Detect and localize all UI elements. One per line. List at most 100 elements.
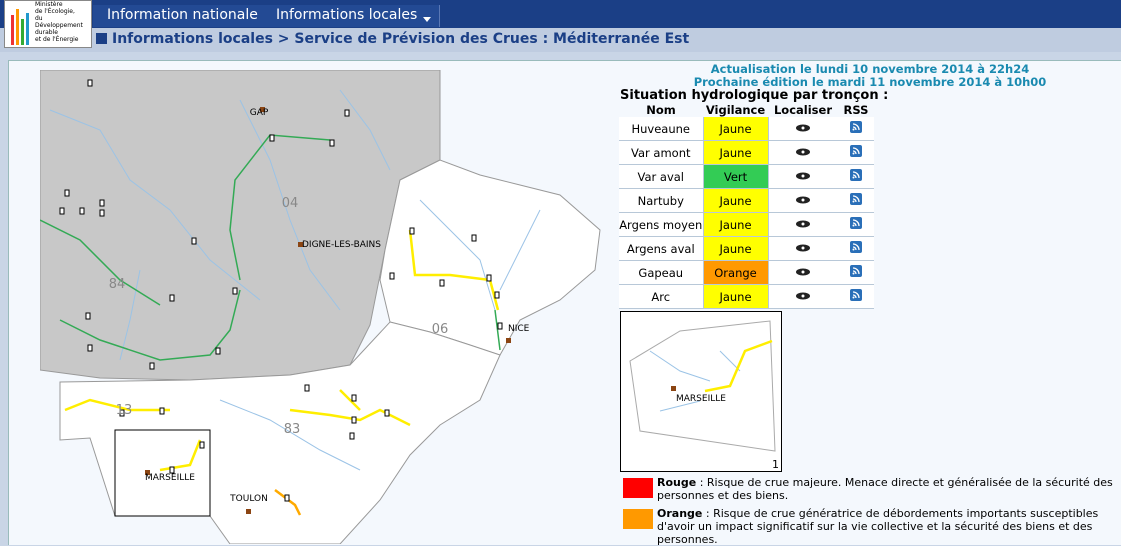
rss-icon[interactable]	[850, 169, 862, 181]
rss-bg	[850, 265, 862, 277]
logo-line: et de l'Énergie	[35, 36, 79, 43]
locate-icon[interactable]	[794, 171, 812, 181]
vigilance-level: Jaune	[702, 212, 769, 237]
rss-bg	[850, 169, 862, 181]
legend-item: Orange : Risque de crue génératrice de d…	[623, 507, 1113, 546]
logo[interactable]: Ministère de l'Écologie, du Développement d…	[4, 0, 92, 48]
locate-icon[interactable]	[794, 147, 812, 157]
column-header: Nom	[646, 103, 676, 117]
gauge-marker	[269, 134, 275, 142]
rss-bg	[850, 121, 862, 133]
column-header: RSS	[843, 103, 869, 117]
map-label: MARSEILLE	[145, 473, 195, 483]
column-header: Localiser	[773, 103, 832, 117]
rss-waves	[852, 243, 860, 251]
city-marker	[145, 470, 150, 475]
vigilance-level: Jaune	[702, 236, 769, 261]
map-label: MARSEILLE	[676, 394, 726, 404]
locate-cell	[768, 260, 838, 285]
gauge-marker	[59, 207, 65, 215]
locate-cell	[768, 164, 838, 189]
map-label: 84	[109, 277, 126, 292]
gauge-marker	[99, 199, 105, 207]
menu-item[interactable]: Informations locales	[262, 5, 441, 27]
gauge-marker	[486, 274, 492, 282]
rss-icon[interactable]	[850, 265, 862, 277]
table-row: Var amont Jaune	[619, 140, 874, 165]
pupil	[801, 246, 805, 249]
menu-item[interactable]: Information nationale	[93, 5, 281, 27]
rss-icon[interactable]	[850, 145, 862, 157]
vigilance-level: Vert	[702, 164, 769, 189]
column-header: Vigilance	[705, 103, 766, 117]
rss-cell	[838, 140, 874, 165]
locate-icon[interactable]	[794, 291, 812, 301]
legend-description: : Risque de crue génératrice de débordem…	[657, 507, 1099, 546]
gauge-marker	[344, 109, 350, 117]
locate-cell	[768, 188, 838, 213]
bullet	[96, 33, 107, 44]
rss-bg	[850, 145, 862, 157]
gauge-marker	[149, 362, 155, 370]
legend-swatch	[623, 509, 653, 529]
locate-cell	[768, 212, 838, 237]
rss-icon[interactable]	[850, 193, 862, 205]
gauge-marker	[215, 347, 221, 355]
map-label: NICE	[508, 324, 530, 334]
rss-dot	[852, 224, 855, 227]
gauge-marker	[191, 237, 197, 245]
locate-icon[interactable]	[794, 195, 812, 205]
locate-cell	[768, 140, 838, 165]
city-marker	[298, 242, 303, 247]
rss-cell	[838, 260, 874, 285]
gauge-marker	[159, 407, 165, 415]
logo-text: Ministère de l'Écologie, du Développement d…	[35, 1, 91, 43]
gauge-marker	[439, 279, 445, 287]
rss-icon[interactable]	[850, 121, 862, 133]
rss-waves	[852, 123, 860, 131]
rss-waves	[852, 147, 860, 155]
rss-icon[interactable]	[850, 217, 862, 229]
gauge-marker	[329, 139, 335, 147]
rss-cell	[838, 117, 874, 141]
map-label: 06	[432, 322, 449, 337]
logo-line: durable	[35, 29, 58, 36]
logo-line: du Développement	[35, 15, 83, 29]
gauge-marker	[64, 189, 70, 197]
gauge-marker	[169, 294, 175, 302]
gauge-marker	[169, 466, 175, 474]
rss-icon[interactable]	[850, 241, 862, 253]
rss-dot	[852, 176, 855, 179]
logo-line: Ministère	[35, 1, 63, 8]
gauge-marker	[79, 207, 85, 215]
inset-map[interactable]: MARSEILLE 1	[620, 311, 782, 472]
rss-icon[interactable]	[850, 289, 862, 301]
river-name: Argens moyen	[619, 212, 703, 237]
table-title: Situation hydrologique par tronçon :	[620, 88, 889, 103]
map[interactable]: GAP 04 DIGNE-LES-BAINS 84 06 NICE 13 83 MARSEILL…	[40, 70, 615, 544]
locate-icon[interactable]	[794, 123, 812, 133]
gauge-marker	[199, 441, 205, 449]
gauge-marker	[384, 409, 390, 417]
gauge-marker	[304, 384, 310, 392]
legend-description: : Risque de crue majeure. Menace directe…	[657, 476, 1113, 502]
rss-waves	[852, 171, 860, 179]
map-label: 13	[116, 403, 133, 418]
locate-icon[interactable]	[794, 243, 812, 253]
gauge-marker	[409, 227, 415, 235]
legend-item: Rouge : Risque de crue majeure. Menace d…	[623, 476, 1113, 502]
gauge-marker	[87, 344, 93, 352]
table-row: Var aval Vert	[619, 164, 874, 189]
gauge-marker	[389, 272, 395, 280]
gauge-marker	[494, 291, 500, 299]
gauge-marker	[119, 409, 125, 417]
rss-cell	[838, 236, 874, 261]
rss-bg	[850, 241, 862, 253]
locate-icon[interactable]	[794, 219, 812, 229]
river-name: Huveaune	[619, 117, 703, 141]
pupil	[801, 174, 805, 177]
pupil	[801, 150, 805, 153]
river-name: Nartuby	[619, 188, 703, 213]
legend-level: Orange	[657, 507, 703, 520]
locate-icon[interactable]	[794, 267, 812, 277]
